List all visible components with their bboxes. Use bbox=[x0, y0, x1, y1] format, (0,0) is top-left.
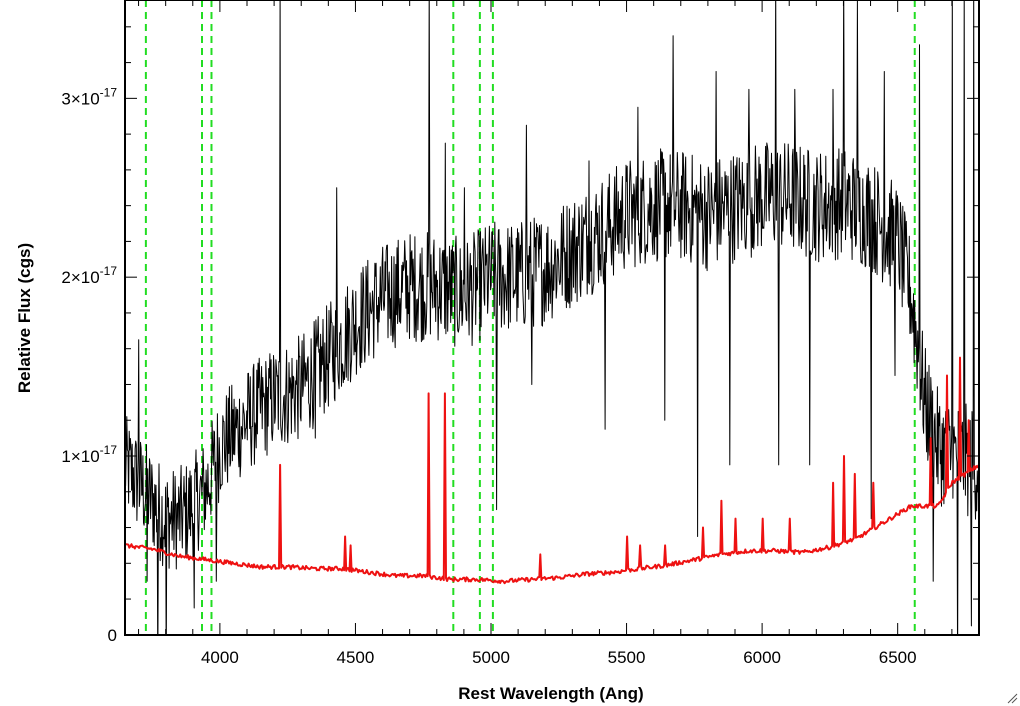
y-tick-label: 3×10-17 bbox=[61, 85, 117, 108]
x-axis-title: Rest Wavelength (Ang) bbox=[458, 684, 643, 703]
y-tick-label: 1×10-17 bbox=[61, 443, 117, 466]
x-tick-label: 5000 bbox=[472, 648, 510, 667]
y-tick-label: 0 bbox=[108, 626, 117, 645]
x-tick-label: 4500 bbox=[337, 648, 375, 667]
y-axis-title: Relative Flux (cgs) bbox=[15, 243, 34, 393]
observed-spectrum-line bbox=[125, 0, 979, 635]
x-tick-label: 6000 bbox=[743, 648, 781, 667]
x-tick-label: 5500 bbox=[608, 648, 646, 667]
spectrum-series bbox=[125, 0, 979, 635]
x-tick-label: 4000 bbox=[201, 648, 239, 667]
emission-line-markers bbox=[144, 0, 916, 635]
y-tick-label: 2×10-17 bbox=[61, 264, 117, 287]
axes: 4000 4500 5000 5500 6000 6500 0 1×10-17 2×10-17 3… bbox=[61, 0, 980, 667]
model-spectrum-line bbox=[125, 356, 979, 585]
x-tick-label: 6500 bbox=[879, 648, 917, 667]
resize-grip[interactable] bbox=[1006, 692, 1018, 704]
plot-frame bbox=[124, 0, 980, 636]
